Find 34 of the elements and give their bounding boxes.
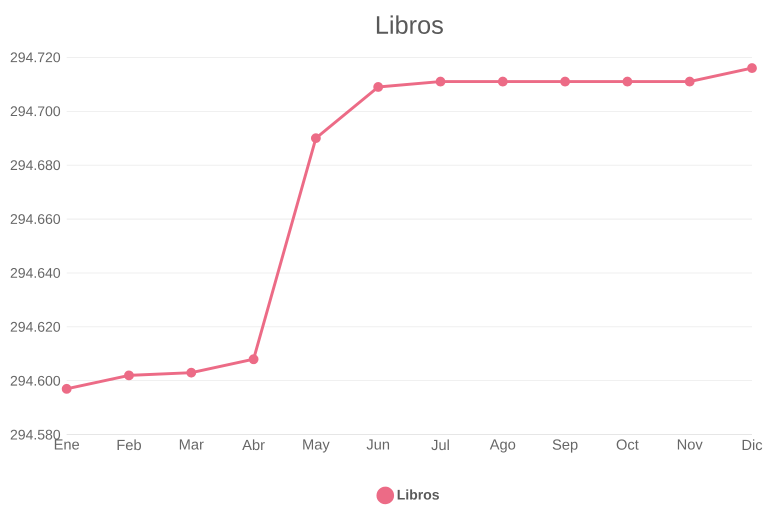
x-tick-label: Dic: [742, 439, 762, 450]
y-tick-label: 294.620: [10, 322, 60, 332]
y-tick-label: 294.660: [10, 214, 60, 224]
point: [560, 76, 570, 87]
point: [373, 82, 384, 92]
x-tick-label: Abr: [242, 439, 265, 450]
point: [684, 76, 695, 87]
point: [124, 370, 134, 380]
x-tick-label: Jun: [366, 439, 390, 450]
y-tick-label: 294.640: [10, 268, 60, 278]
x-tick-label: Ene: [54, 439, 80, 450]
x-tick-label: Sep: [552, 439, 578, 453]
x-tick-label: Feb: [118, 439, 141, 450]
point: [310, 133, 321, 144]
x-tick-label: Ago: [490, 439, 516, 452]
y-tick-label: 294.600: [10, 376, 60, 386]
x-tick-label: May: [303, 439, 330, 452]
point: [186, 368, 196, 378]
x-tick-label: Oct: [616, 439, 639, 450]
x-tick-label: Mar: [180, 439, 204, 450]
point: [498, 76, 508, 87]
y-tick-label: 294.720: [10, 52, 60, 62]
point: [622, 76, 632, 87]
x-tick-label: Jul: [431, 439, 449, 450]
point: [62, 384, 72, 394]
point: [436, 76, 446, 87]
x-tick-label: Nov: [678, 439, 703, 450]
y-tick-label: 294.680: [10, 160, 60, 170]
chart-title: Libros: [376, 15, 443, 34]
point: [248, 354, 259, 364]
y-tick-label: 294.700: [10, 106, 60, 116]
legend-label: Libros: [398, 489, 439, 500]
point: [747, 63, 757, 74]
y-tick-label: 294.580: [10, 430, 60, 440]
